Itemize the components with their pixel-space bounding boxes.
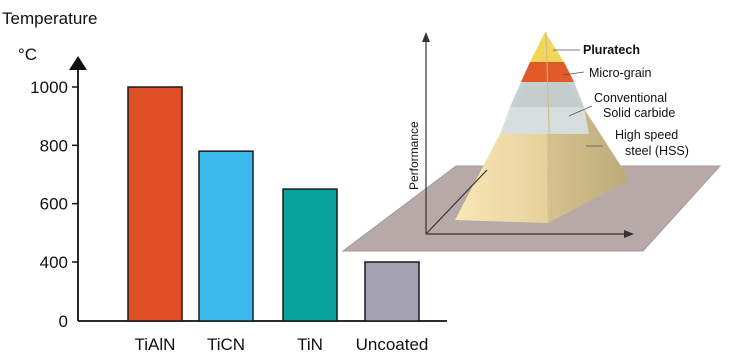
label-hss-line2: steel (HSS) [625, 144, 689, 158]
bar-ticn [198, 150, 254, 322]
x-tick-label: TiN [297, 335, 323, 354]
y-axis-unit: °C [18, 45, 37, 64]
performance-axis-arrow [422, 32, 430, 42]
bar-tin [282, 188, 338, 322]
y-tick-label: 400 [40, 253, 68, 272]
leader-micro-grain [562, 71, 585, 76]
band-conventional [500, 107, 589, 134]
label-micro-grain: Micro-grain [589, 66, 652, 80]
label-pluratech: Pluratech [583, 43, 640, 57]
bar-uncoated [364, 261, 420, 322]
depth-axis [425, 169, 488, 235]
pyramid-edge [545, 31, 553, 224]
leader-conventional [568, 105, 593, 117]
y-tick-label: 0 [59, 312, 68, 331]
x-tick-label: TiCN [207, 335, 245, 354]
label-hss-line1: High speed [615, 128, 678, 142]
bar-tialn [127, 86, 183, 322]
performance-pyramid: Performance Pluratech Micro-grain Conven… [341, 31, 722, 252]
band-micro-grain [510, 82, 584, 107]
temperature-bar-chart: Temperature °C 0 400 600 800 1000 TiAlN TiCN T… [2, 9, 447, 354]
label-hss: High speed steel (HSS) [615, 128, 689, 158]
label-conventional-line2: Solid carbide [603, 106, 675, 120]
x-tick-label: Uncoated [356, 335, 429, 354]
label-conventional-line1: Conventional [594, 91, 667, 105]
y-axis-arrow [69, 56, 87, 70]
pyramid-tip [530, 32, 564, 62]
y-tick-label: 600 [40, 195, 68, 214]
y-tick-label: 1000 [30, 78, 68, 97]
x-tick-label: TiAlN [135, 335, 176, 354]
y-tick-label: 800 [40, 136, 68, 155]
horizontal-axis-arrow [624, 230, 634, 238]
label-conventional: Conventional Solid carbide [594, 91, 675, 120]
y-axis-title: Temperature [2, 9, 97, 28]
performance-label: Performance [407, 121, 421, 190]
